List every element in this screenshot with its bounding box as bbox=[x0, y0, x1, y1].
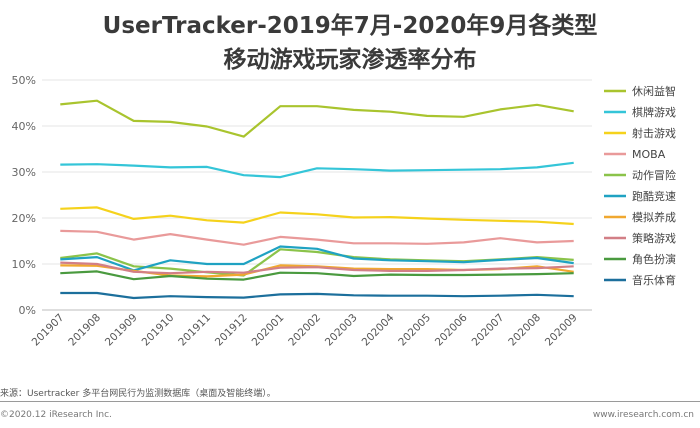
chart-title-line2: 移动游戏玩家渗透率分布 bbox=[223, 47, 477, 73]
legend-label: 模拟养成 bbox=[632, 210, 676, 224]
x-tick-label: 202005 bbox=[396, 312, 433, 349]
series-line bbox=[60, 245, 574, 272]
website-text: www.iresearch.com.cn bbox=[592, 410, 694, 420]
y-tick-label: 40% bbox=[12, 120, 36, 133]
copyright-text: ©2020.12 iResearch Inc. bbox=[0, 410, 112, 420]
y-tick-label: 30% bbox=[12, 166, 36, 179]
x-tick-label: 202004 bbox=[360, 311, 397, 348]
x-tick-label: 202001 bbox=[250, 312, 287, 349]
x-tick-label: 202002 bbox=[286, 312, 323, 349]
x-tick-label: 201908 bbox=[66, 312, 103, 349]
x-tick-label: 202003 bbox=[323, 312, 360, 349]
x-tick-label: 202006 bbox=[433, 311, 470, 348]
source-note: 来源：Usertracker 多平台网民行为监测数据库（桌面及智能终端）。 bbox=[0, 389, 276, 399]
footer-divider bbox=[0, 401, 700, 402]
legend-label: 角色扮演 bbox=[632, 252, 676, 266]
series-line bbox=[60, 161, 574, 179]
y-tick-label: 50% bbox=[12, 74, 36, 87]
x-tick-label: 201907 bbox=[30, 312, 67, 349]
x-tick-label: 202009 bbox=[543, 312, 580, 349]
line-chart: 0%10%20%30%40%50%201907 201908 201909 20191… bbox=[12, 74, 676, 349]
series-line bbox=[60, 206, 574, 226]
series-line bbox=[60, 229, 574, 246]
y-tick-label: 0% bbox=[19, 304, 36, 317]
legend-label: 棋牌游戏 bbox=[632, 105, 676, 119]
series-line bbox=[60, 261, 574, 275]
x-tick-label: 201909 bbox=[103, 312, 140, 349]
series-line bbox=[60, 99, 574, 138]
x-tick-label: 201912 bbox=[213, 312, 250, 349]
series-line bbox=[60, 291, 574, 300]
legend-label: 休闲益智 bbox=[632, 84, 676, 98]
series-line bbox=[60, 270, 574, 281]
x-tick-label: 202008 bbox=[506, 312, 543, 349]
legend-label: MOBA bbox=[632, 148, 666, 161]
y-tick-label: 10% bbox=[12, 258, 36, 271]
legend-label: 动作冒险 bbox=[632, 168, 676, 182]
chart-title-line1: UserTracker-2019年7月-2020年9月各类型 bbox=[102, 13, 598, 39]
legend-label: 音乐体育 bbox=[632, 273, 676, 287]
x-tick-label: 202007 bbox=[470, 312, 507, 349]
x-tick-label: 201911 bbox=[176, 312, 213, 349]
legend-label: 射击游戏 bbox=[632, 126, 676, 140]
x-tick-label: 201910 bbox=[140, 312, 177, 349]
legend-label: 跑酷竞速 bbox=[632, 189, 676, 203]
y-tick-label: 20% bbox=[12, 212, 36, 225]
legend-label: 策略游戏 bbox=[632, 231, 676, 245]
